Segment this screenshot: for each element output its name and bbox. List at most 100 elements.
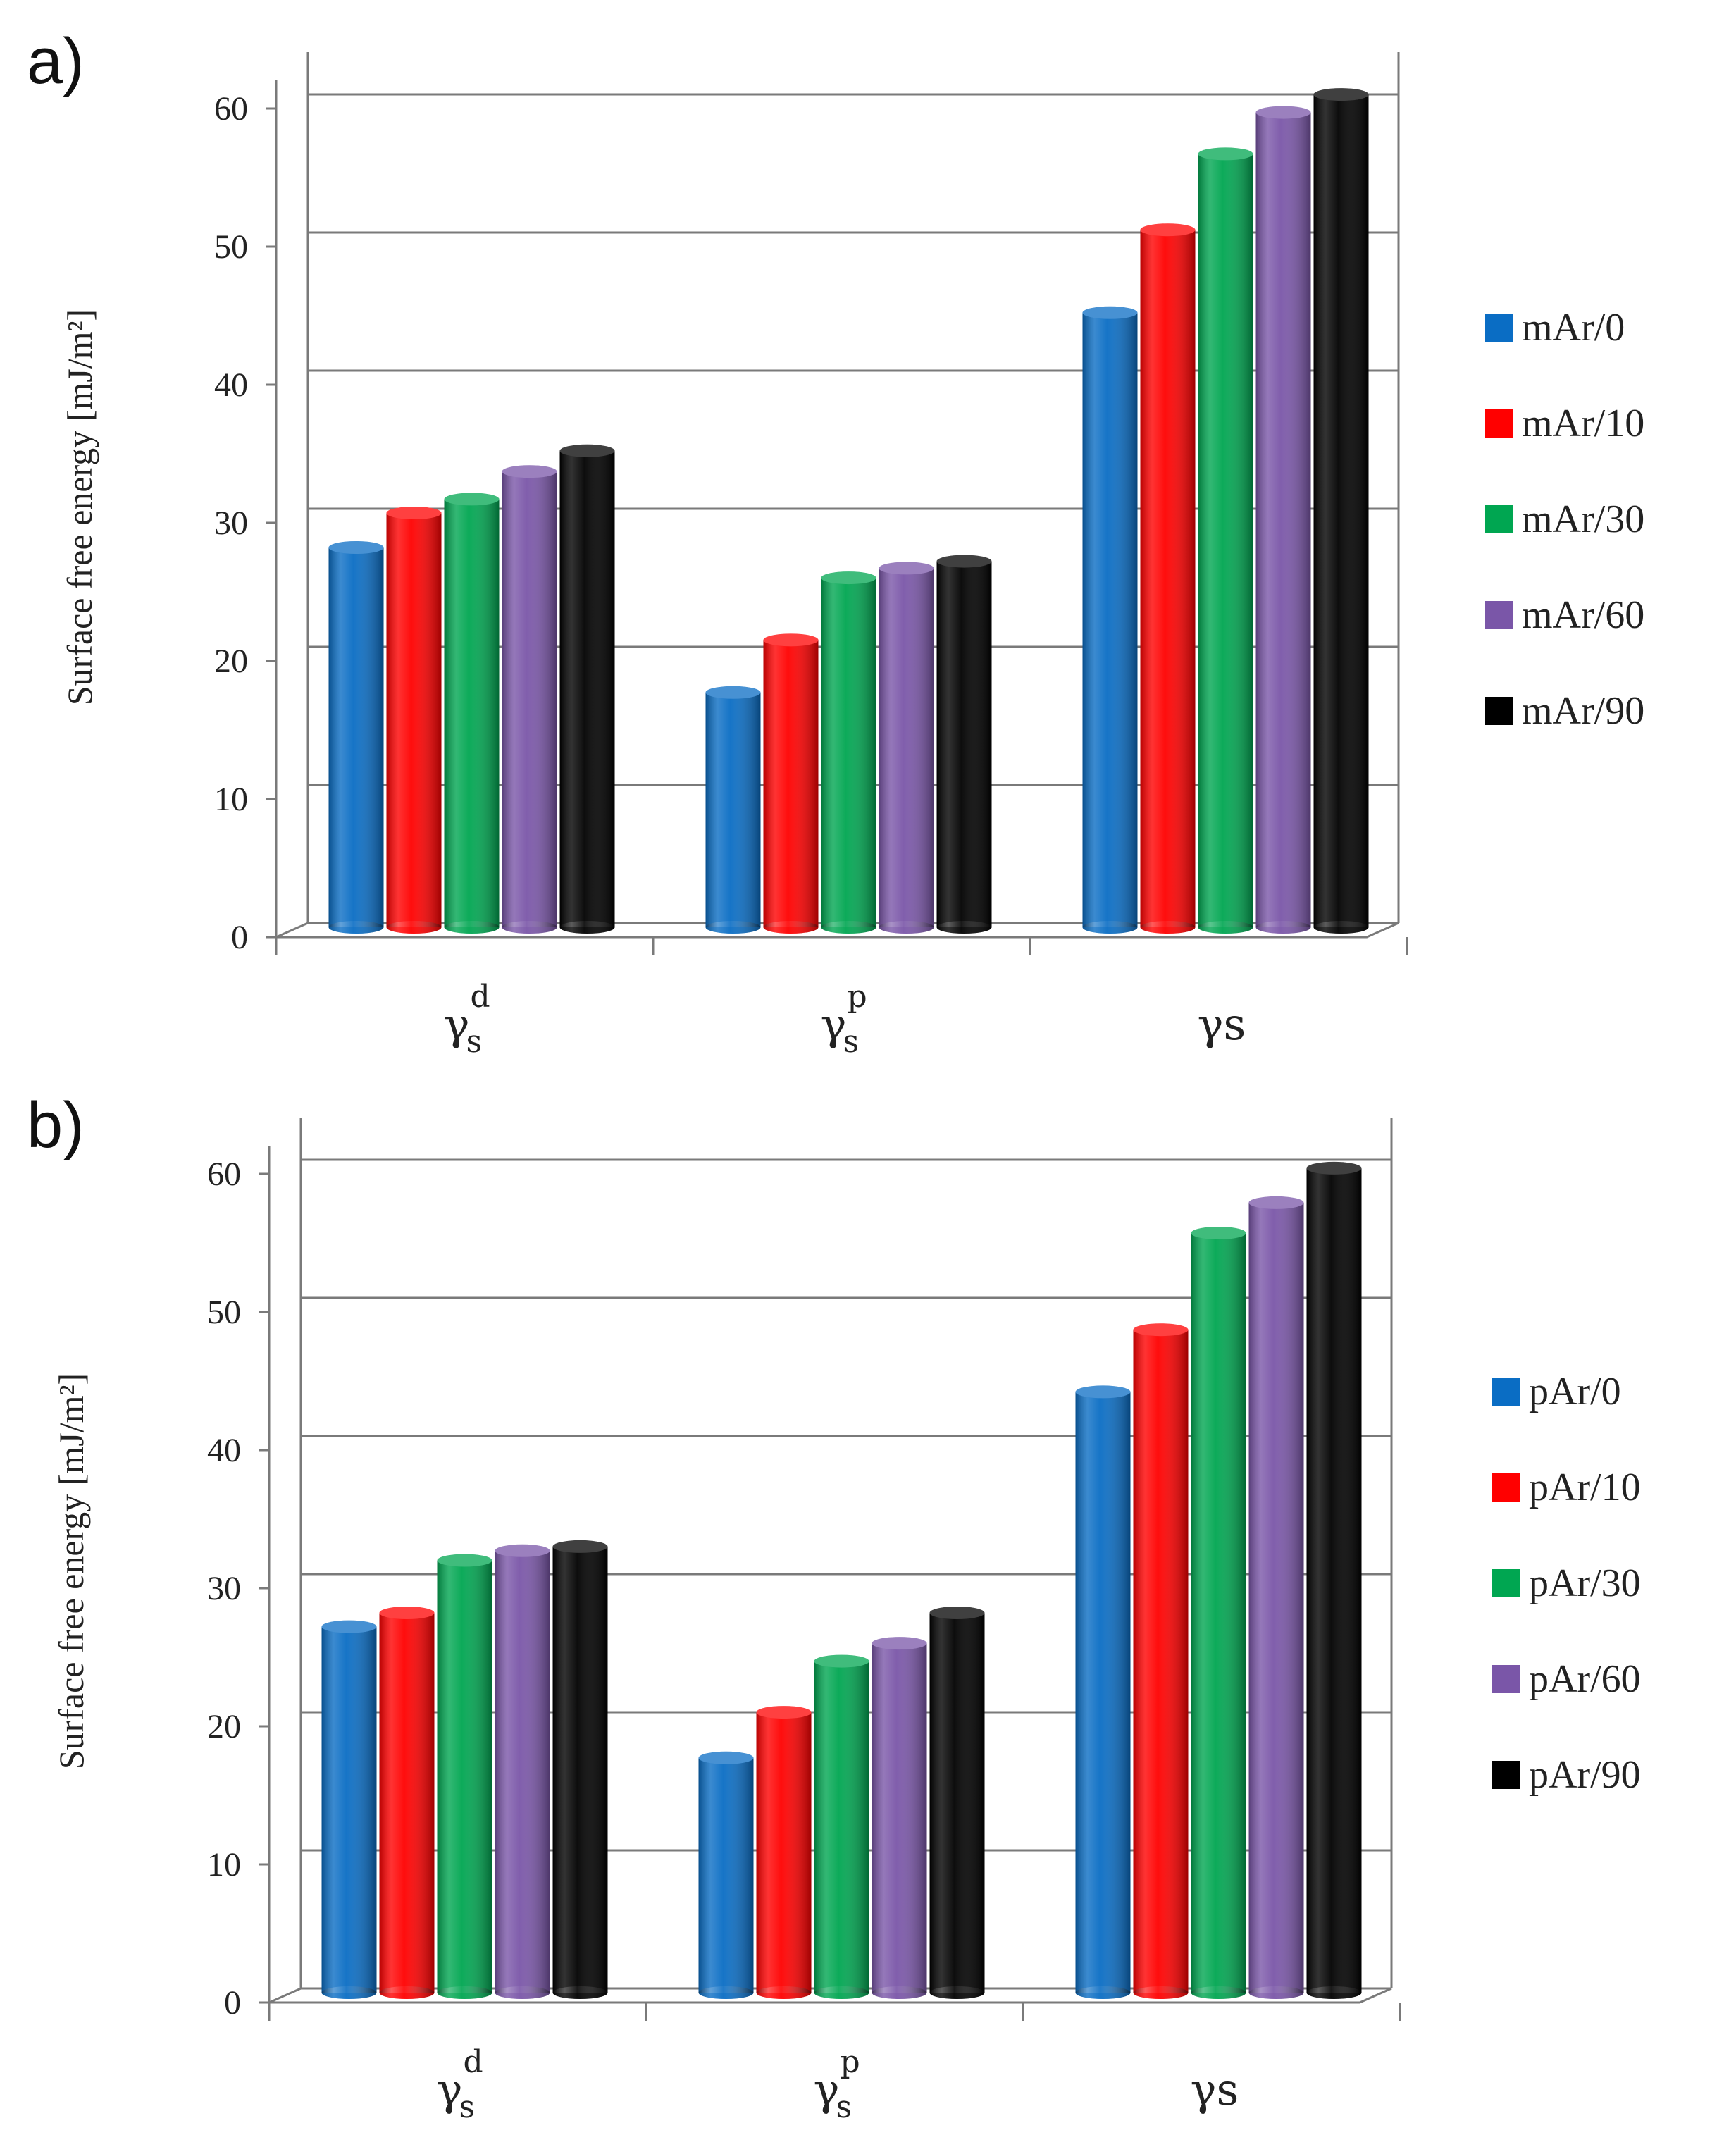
panel-a-tick-label: 60 [214,90,248,128]
legend-label: mAr/60 [1522,593,1644,637]
legend-swatch [1492,1473,1520,1502]
panel-b-legend: pAr/0 pAr/10 pAr/30 pAr/60 pAr/90 [1492,1370,1641,1797]
legend-swatch [1485,314,1513,342]
svg-text:s: s [466,1024,483,1060]
svg-text:γ: γ [821,998,847,1050]
panel-b-category-label-0: γsd [437,2044,483,2125]
panel-a-legend-item-mar-90: mAr/90 [1485,689,1644,733]
panel-a-bar-mar-30-0 [444,493,500,934]
panel-b-tick-label: 20 [207,1708,241,1745]
panel-b-bar-par-30-1 [814,1654,869,1999]
panel-b-letter: b) [27,1089,85,1161]
panel-a-bar-mar-10-2 [1140,223,1196,934]
legend-label: pAr/30 [1529,1561,1641,1605]
legend-swatch [1492,1761,1520,1789]
panel-b-bar-par-60-1 [872,1637,927,1999]
legend-label: mAr/90 [1522,689,1644,733]
panel-a-tick-label: 10 [214,781,248,818]
panel-a-bar-mar-0-0 [328,541,384,934]
panel-b-bar-par-10-1 [756,1706,812,1999]
panel-a-bar-mar-30-1 [821,571,876,934]
legend-label: mAr/0 [1522,306,1625,349]
legend-label: pAr/10 [1529,1466,1641,1509]
svg-text:s: s [843,1024,860,1060]
panel-a-bars [328,88,1369,934]
panel-b-bar-par-0-1 [698,1751,754,1999]
panel-b-legend-item-par-10: pAr/10 [1492,1466,1641,1509]
panel-a-tick-label: 0 [231,919,248,956]
legend-label: mAr/30 [1522,497,1644,541]
panel-a-tick-label: 50 [214,228,248,266]
panel-b-legend-item-par-90: pAr/90 [1492,1753,1641,1797]
panel-a-y-ticks: 0 10 20 30 40 50 60 [214,90,276,956]
panel-a-axis-frame [275,52,1400,939]
panel-b-category-label-1: γsp [814,2044,860,2125]
panel-a-letter: a) [27,25,85,97]
svg-text:d: d [464,2044,483,2080]
panel-a-tick-label: 40 [214,366,248,404]
panel-b-legend-item-par-60: pAr/60 [1492,1657,1641,1701]
chart-panel-b: b) Surface free energy [mJ/m²] 0 10 20 30 40… [27,1089,1641,2125]
panel-b-category-label-2: γs [1191,2064,1239,2115]
panel-b-tick-label: 10 [207,1846,241,1883]
panel-b-tick-label: 30 [207,1570,241,1607]
panel-a-bar-mar-90-0 [559,444,615,934]
legend-swatch [1492,1569,1520,1597]
panel-b-y-ticks: 0 10 20 30 40 50 60 [207,1156,269,2022]
panel-a-bar-mar-30-2 [1198,147,1253,934]
legend-swatch [1485,697,1513,725]
panel-b-tick-label: 50 [207,1294,241,1331]
panel-a-legend-item-mar-10: mAr/10 [1485,402,1644,445]
chart-panel-a: a) Surface free energy [mJ/m²] 0 10 20 30 40… [27,25,1644,1060]
panel-a-bar-mar-10-1 [763,633,819,934]
legend-swatch [1485,409,1513,438]
svg-text:p: p [848,979,867,1015]
panel-b-bar-par-10-0 [379,1607,435,1999]
panel-b-tick-label: 0 [224,1984,241,2022]
legend-swatch [1485,505,1513,533]
svg-text:γ: γ [437,2064,463,2115]
legend-label: pAr/0 [1529,1370,1621,1413]
panel-a-category-label-2: γs [1198,998,1246,1050]
panel-b-bar-par-0-0 [321,1620,377,1999]
panel-b-legend-item-par-0: pAr/0 [1492,1370,1621,1413]
panel-a-bar-mar-90-1 [936,555,992,934]
panel-a-bar-mar-60-0 [502,465,557,934]
panel-b-bar-par-10-2 [1133,1323,1189,1999]
svg-text:p: p [841,2044,860,2080]
panel-a-y-axis-title: Surface free energy [mJ/m²] [60,309,99,705]
panel-a-tick-label: 20 [214,643,248,680]
panel-b-bar-par-90-2 [1306,1161,1362,1999]
panel-b-bar-par-0-2 [1075,1385,1131,1999]
panel-b-bars [321,1161,1362,1999]
panel-b-axis-frame [268,1118,1393,2004]
legend-swatch [1485,601,1513,629]
panel-b-legend-item-par-30: pAr/30 [1492,1561,1641,1605]
panel-a-bar-mar-60-1 [879,562,934,934]
panel-a-bar-mar-60-2 [1256,106,1311,934]
panel-a-legend-item-mar-30: mAr/30 [1485,497,1644,541]
panel-b-bar-par-30-0 [437,1554,492,1999]
legend-swatch [1492,1378,1520,1406]
panel-a-plot-frame [275,52,1400,939]
svg-text:γ: γ [444,998,470,1050]
panel-a-legend-item-mar-0: mAr/0 [1485,306,1625,349]
panel-b-bar-par-90-1 [929,1607,985,1999]
panel-b-bar-par-30-2 [1191,1227,1246,1999]
panel-b-bar-par-90-0 [552,1540,608,1999]
panel-a-bar-mar-90-2 [1313,88,1369,934]
panel-a-legend-item-mar-60: mAr/60 [1485,593,1644,637]
panel-b-tick-label: 40 [207,1432,241,1469]
panel-a-bar-mar-0-2 [1082,306,1138,934]
legend-label: mAr/10 [1522,402,1644,445]
svg-text:γs: γs [1198,998,1246,1050]
panel-b-plot-frame [268,1118,1393,2004]
panel-a-legend: mAr/0 mAr/10 mAr/30 mAr/60 mAr/90 [1485,306,1644,733]
panel-a-bar-mar-10-0 [386,507,442,934]
panel-a-category-label-1: γsp [821,979,867,1060]
panel-a-category-label-0: γsd [444,979,490,1060]
svg-text:s: s [459,2089,476,2125]
